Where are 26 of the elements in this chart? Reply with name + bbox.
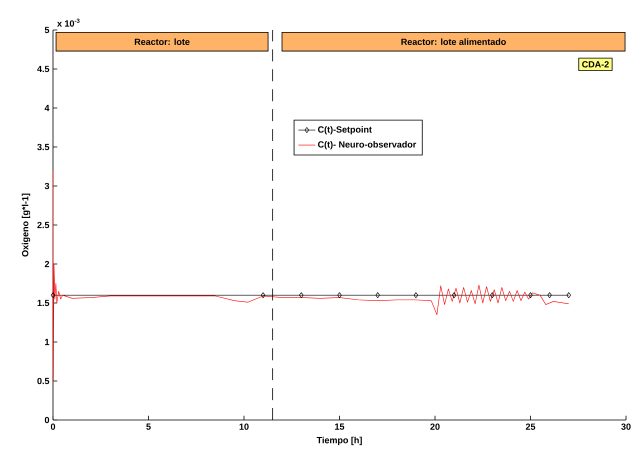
y-tick-label: 1.5 (38, 300, 50, 306)
y-tick-label: 2.5 (37, 222, 50, 228)
legend-label: C(t)- Neuro-observador (318, 141, 416, 150)
x-tick-label: 30 (621, 424, 631, 430)
y-tick-label: 3.5 (37, 144, 50, 150)
y-tick-label: 1 (45, 338, 50, 346)
x-tick-label: 20 (430, 424, 440, 430)
x-tick-label: 0 (50, 424, 56, 430)
x-tick-label: 15 (335, 424, 344, 430)
y-tick-label: 4 (44, 104, 50, 112)
y-tick-label: 3 (44, 182, 50, 190)
y-tick-label: 0.5 (37, 378, 50, 384)
y-axis-title: Oxigeno [g*l-1] (22, 194, 30, 257)
x-tick-label: 25 (526, 424, 536, 430)
x-tick-label: 10 (240, 424, 249, 430)
x-axis-title: Tiempo [h] (316, 436, 362, 446)
x-tick-label: 5 (146, 424, 151, 430)
y-tick-label: 2 (44, 260, 50, 268)
text: x 10$^{-3}$ (57, 18, 80, 27)
y-tick-label: 4.5 (37, 66, 50, 72)
annotation: CDA-2 (582, 61, 609, 68)
y-tick-label: 5 (44, 26, 50, 34)
band-label: Reactor: lote alimentado (401, 38, 506, 45)
y-tick-label: 0 (44, 416, 50, 424)
band-label: Reactor: lote (134, 38, 190, 45)
legend-label: C(t)-Setpoint (318, 126, 372, 134)
